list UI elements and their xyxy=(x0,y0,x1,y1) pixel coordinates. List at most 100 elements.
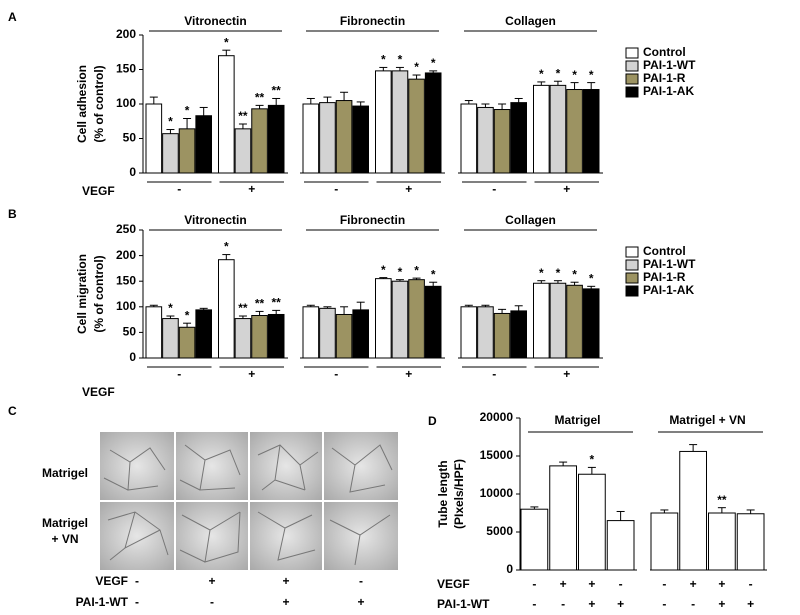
legend-swatch xyxy=(625,73,639,85)
row-label: Matrigel xyxy=(42,466,88,480)
group-label: Collagen xyxy=(505,213,556,227)
bar xyxy=(520,508,549,571)
legend-label: PAI-1-R xyxy=(643,71,686,85)
bar xyxy=(352,309,369,359)
micrograph xyxy=(100,502,174,570)
significance: * xyxy=(398,53,403,67)
micrograph xyxy=(324,502,398,570)
legend-label: PAI-1-WT xyxy=(643,58,696,72)
significance: * xyxy=(381,53,386,67)
significance: * xyxy=(556,66,561,80)
x-tick-label: - xyxy=(177,367,181,381)
y-tick-label: 100 xyxy=(116,96,136,110)
y-tick-label: 0 xyxy=(129,350,136,364)
legend-swatch xyxy=(625,86,639,98)
y-tick-label: 100 xyxy=(116,299,136,313)
y-axis-label: (% of control) xyxy=(92,255,106,332)
sign: - xyxy=(135,595,139,609)
x-tick-label: - xyxy=(334,367,338,381)
bar xyxy=(195,309,212,359)
sign: + xyxy=(357,595,364,609)
bar xyxy=(267,104,285,174)
bar xyxy=(510,310,527,359)
significance: * xyxy=(539,67,544,81)
micrographs xyxy=(100,432,398,570)
legend-swatch xyxy=(625,47,639,59)
bar xyxy=(319,102,336,174)
bar xyxy=(391,280,409,359)
bar xyxy=(708,512,736,571)
tube-network xyxy=(179,511,241,563)
legend-label: PAI-1-AK xyxy=(643,283,694,297)
panel-letter: C xyxy=(8,404,17,418)
y-axis-label: Tube length xyxy=(436,460,450,527)
significance: * xyxy=(431,56,436,70)
sign: + xyxy=(617,597,624,611)
bar xyxy=(736,513,765,571)
significance: * xyxy=(224,35,229,49)
x-tick-label: - xyxy=(492,367,496,381)
y-tick-label: 5000 xyxy=(486,524,513,538)
sign: - xyxy=(135,574,139,588)
sign: + xyxy=(747,597,754,611)
row-label: PAI-1-WT xyxy=(437,597,490,611)
bar xyxy=(424,285,442,359)
sign: + xyxy=(588,597,595,611)
legend-label: PAI-1-WT xyxy=(643,257,696,271)
y-tick-label: 250 xyxy=(116,222,136,236)
sign: + xyxy=(560,577,567,591)
panel-letter: B xyxy=(8,207,17,221)
tube-network xyxy=(257,511,316,561)
panel-letter: D xyxy=(428,414,437,428)
legend-label: Control xyxy=(643,45,686,59)
y-tick-label: 20000 xyxy=(480,410,514,424)
bar xyxy=(335,100,353,174)
bar xyxy=(162,133,179,174)
bar xyxy=(145,306,163,359)
bar xyxy=(234,128,252,174)
x-axis-label: VEGF xyxy=(82,385,115,399)
sign: - xyxy=(749,577,753,591)
x-axis-label: VEGF xyxy=(82,184,115,198)
bar xyxy=(477,306,494,359)
bar xyxy=(391,70,409,174)
micrograph xyxy=(100,432,174,500)
significance: * xyxy=(398,265,403,279)
sign: - xyxy=(662,577,666,591)
significance: * xyxy=(414,263,419,277)
bar xyxy=(578,473,606,571)
row-label: + VN xyxy=(51,532,78,546)
row-label: VEGF xyxy=(95,574,128,588)
bar xyxy=(549,282,567,359)
x-tick-label: + xyxy=(248,367,255,381)
significance: * xyxy=(539,266,544,280)
y-axis-label: (PIxels/HPF) xyxy=(452,459,466,529)
y-axis-label: Cell migration xyxy=(75,254,89,334)
bar xyxy=(375,278,392,359)
bar xyxy=(549,465,577,571)
tube-network xyxy=(103,447,166,491)
bar xyxy=(145,103,163,174)
y-tick-label: 200 xyxy=(116,27,136,41)
legend-label: Control xyxy=(643,244,686,258)
x-tick-label: - xyxy=(492,182,496,196)
x-tick-label: + xyxy=(248,182,255,196)
significance: * xyxy=(589,271,594,285)
significance: ** xyxy=(272,296,282,310)
legend-label: PAI-1-R xyxy=(643,270,686,284)
x-tick-label: + xyxy=(405,182,412,196)
y-tick-label: 50 xyxy=(123,131,137,145)
sign: - xyxy=(662,597,666,611)
sign: + xyxy=(282,574,289,588)
row-label: PAI-1-WT xyxy=(76,595,129,609)
legend-label: PAI-1-AK xyxy=(643,84,694,98)
sign: + xyxy=(690,577,697,591)
tube-network xyxy=(329,514,391,566)
y-tick-label: 150 xyxy=(116,62,136,76)
x-tick-label: - xyxy=(177,182,181,196)
significance: ** xyxy=(717,493,727,507)
significance: * xyxy=(589,68,594,82)
bar xyxy=(549,84,567,174)
bar xyxy=(424,72,442,174)
y-tick-label: 50 xyxy=(123,325,137,339)
